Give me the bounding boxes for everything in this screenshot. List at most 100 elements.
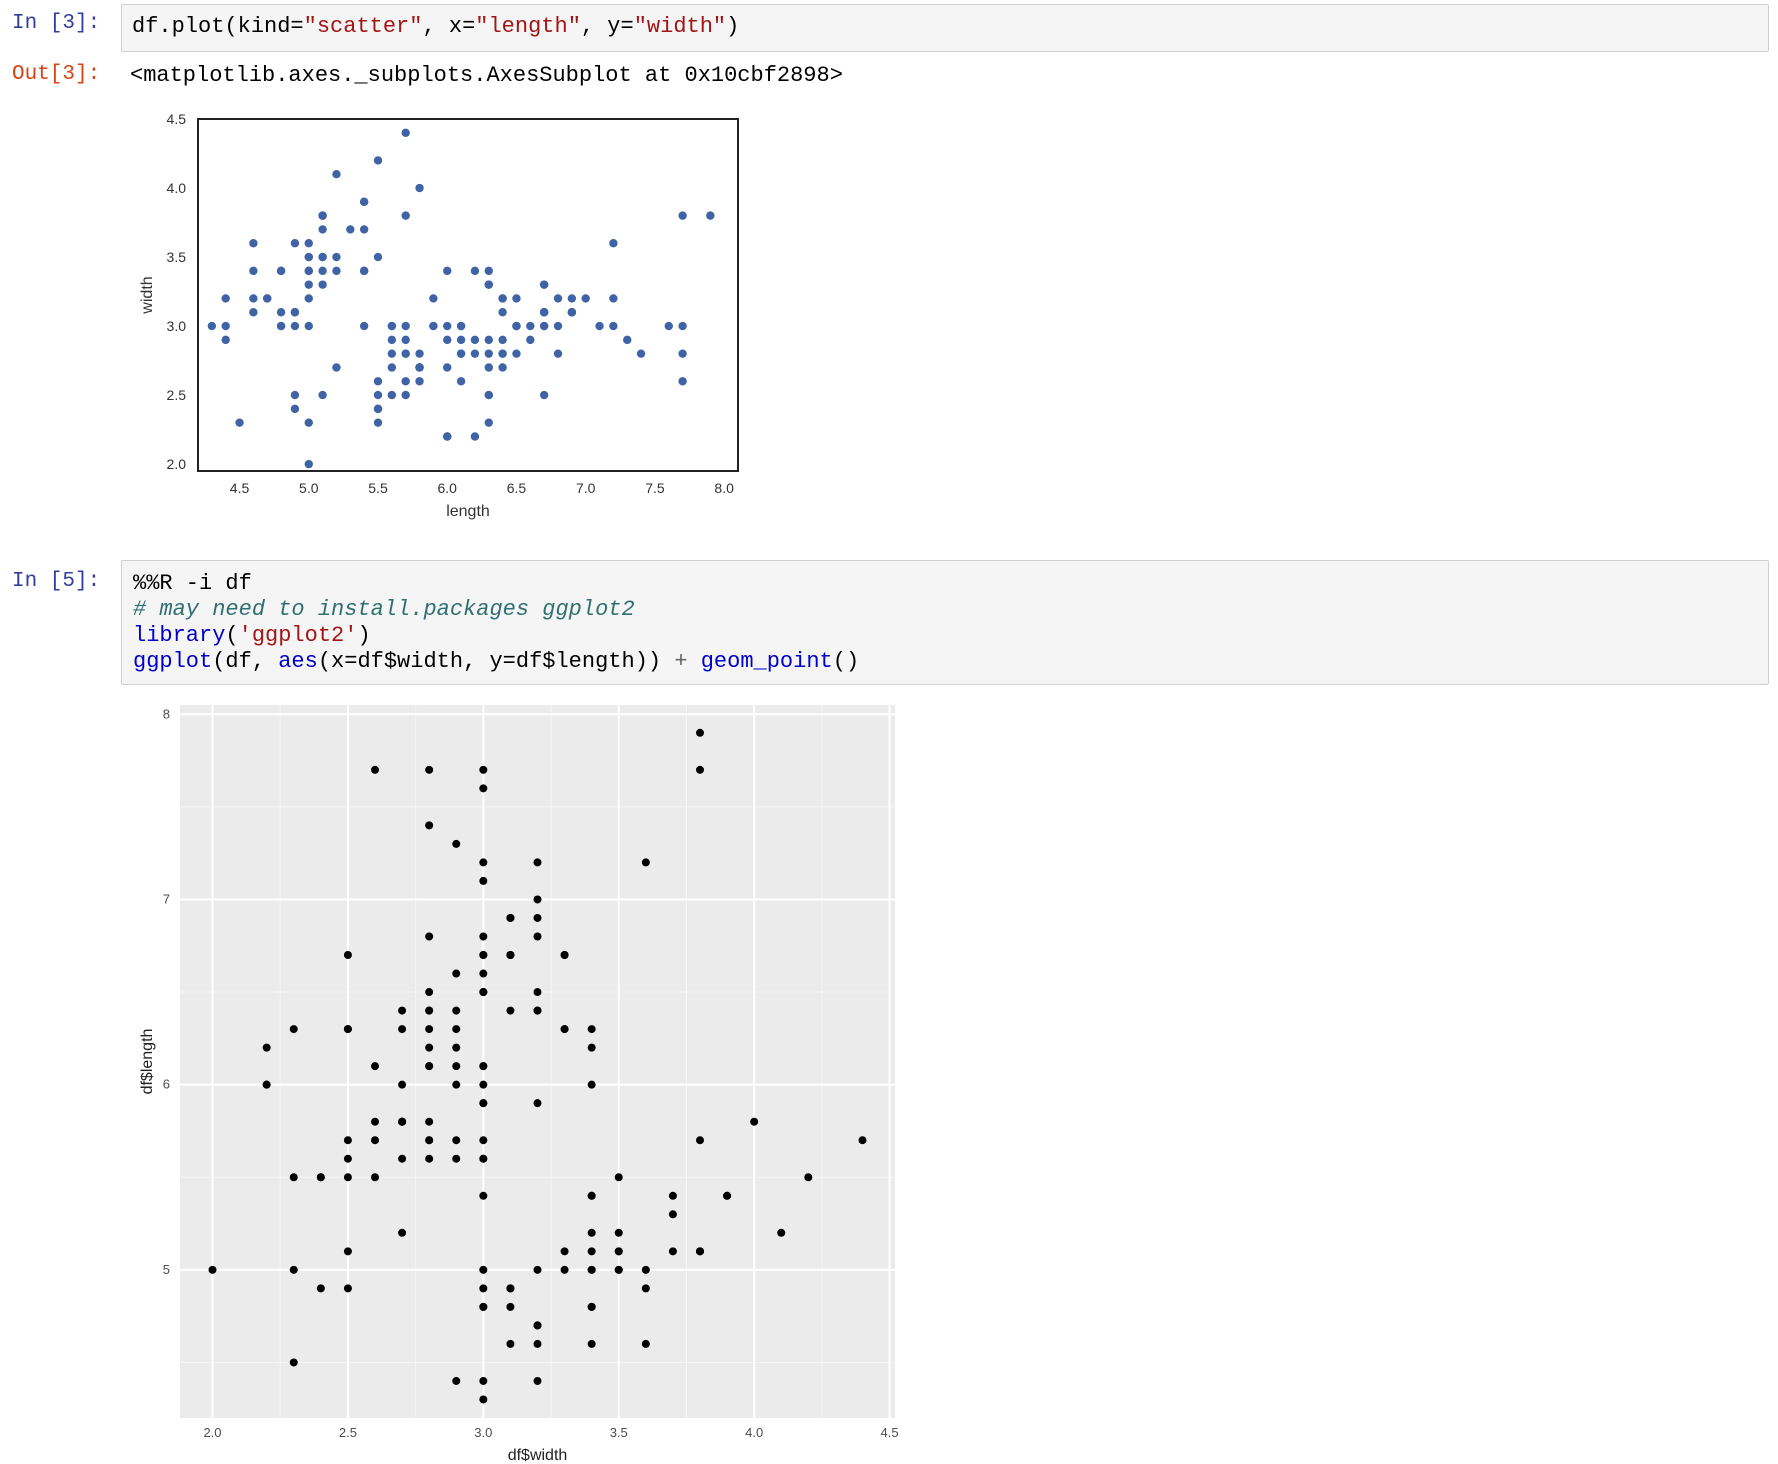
data-point — [290, 308, 300, 317]
data-point — [553, 321, 563, 331]
data-point — [290, 390, 300, 400]
data-point — [479, 1284, 488, 1293]
data-point — [567, 308, 577, 317]
data-point — [587, 1302, 596, 1311]
data-point — [858, 1136, 867, 1145]
x-tick-label: 6.0 — [437, 480, 457, 496]
data-point — [425, 932, 434, 941]
x-tick-label: 4.5 — [881, 1425, 899, 1440]
data-point — [221, 321, 230, 331]
data-point — [479, 1154, 488, 1163]
data-point — [398, 1228, 407, 1237]
data-point — [316, 1284, 325, 1293]
data-point — [425, 1136, 434, 1145]
data-point — [398, 1006, 407, 1015]
data-point — [452, 1043, 461, 1052]
data-point — [641, 1339, 650, 1348]
x-tick-label: 2.5 — [339, 1425, 357, 1440]
data-point — [387, 349, 397, 358]
data-point — [373, 252, 383, 262]
data-point — [425, 1006, 434, 1015]
data-point — [484, 280, 493, 289]
data-point — [316, 1173, 325, 1182]
data-point — [318, 280, 327, 289]
data-point — [560, 1025, 569, 1034]
data-point — [533, 1321, 542, 1330]
data-point — [526, 335, 535, 345]
data-point — [452, 1025, 461, 1034]
data-point — [429, 321, 438, 331]
data-point — [318, 211, 327, 220]
data-point — [539, 321, 549, 331]
plot-panel — [180, 705, 895, 1418]
data-point — [425, 988, 434, 997]
data-point — [401, 128, 410, 138]
data-point — [609, 239, 618, 248]
data-point — [346, 225, 355, 234]
data-point — [373, 418, 383, 427]
data-point — [387, 390, 397, 400]
data-point — [560, 951, 569, 960]
data-point — [614, 1173, 623, 1182]
code-line: df.plot(kind="scatter", x="length", y="w… — [132, 14, 740, 39]
code-input-cell2[interactable]: %%R -i df # may need to install.packages… — [121, 560, 1769, 685]
data-point — [318, 225, 327, 234]
data-point — [479, 1136, 488, 1145]
data-point — [290, 239, 300, 248]
data-point — [387, 335, 397, 345]
data-point — [304, 321, 313, 331]
data-point — [506, 951, 515, 960]
data-point — [539, 321, 549, 331]
data-point — [332, 252, 341, 262]
data-point — [318, 252, 327, 262]
data-point — [479, 951, 488, 960]
data-point — [398, 1080, 407, 1089]
data-point — [539, 280, 549, 289]
data-point — [587, 1191, 596, 1200]
data-point — [304, 252, 313, 262]
data-point — [614, 1265, 623, 1274]
data-point — [398, 1117, 407, 1126]
data-point — [498, 308, 507, 317]
data-point — [452, 1154, 461, 1163]
data-point — [249, 308, 258, 317]
data-point — [443, 432, 452, 441]
data-point — [359, 197, 369, 207]
data-point — [470, 266, 480, 276]
code-input-cell1[interactable]: df.plot(kind="scatter", x="length", y="w… — [121, 4, 1769, 52]
data-point — [587, 1025, 596, 1034]
data-point — [587, 1339, 596, 1348]
x-tick-label: 2.0 — [203, 1425, 221, 1440]
x-tick-label: 7.5 — [645, 480, 665, 496]
data-point — [456, 321, 466, 331]
data-point — [304, 252, 313, 262]
data-point — [456, 349, 466, 358]
data-point — [456, 321, 466, 331]
y-axis-label: df$length — [139, 1029, 156, 1095]
data-point — [560, 951, 569, 960]
data-point — [425, 1062, 434, 1071]
data-point — [401, 335, 410, 345]
data-point — [512, 349, 521, 358]
code-line-magic: %%R -i df — [133, 571, 252, 596]
data-point — [587, 1191, 596, 1200]
data-point — [560, 1265, 569, 1274]
data-point — [470, 349, 480, 358]
data-point — [263, 294, 272, 303]
data-point — [249, 239, 258, 248]
data-point — [425, 765, 434, 774]
data-point — [371, 1117, 379, 1126]
data-point — [678, 349, 687, 358]
data-point — [723, 1191, 732, 1200]
data-point — [567, 308, 577, 317]
data-point — [289, 1173, 298, 1182]
data-point — [359, 197, 369, 207]
data-point — [304, 280, 313, 289]
y-tick-label: 4.5 — [167, 111, 187, 127]
data-point — [479, 988, 488, 997]
data-point — [506, 913, 515, 922]
data-point — [668, 1191, 677, 1200]
x-tick-label: 5.5 — [368, 480, 388, 496]
